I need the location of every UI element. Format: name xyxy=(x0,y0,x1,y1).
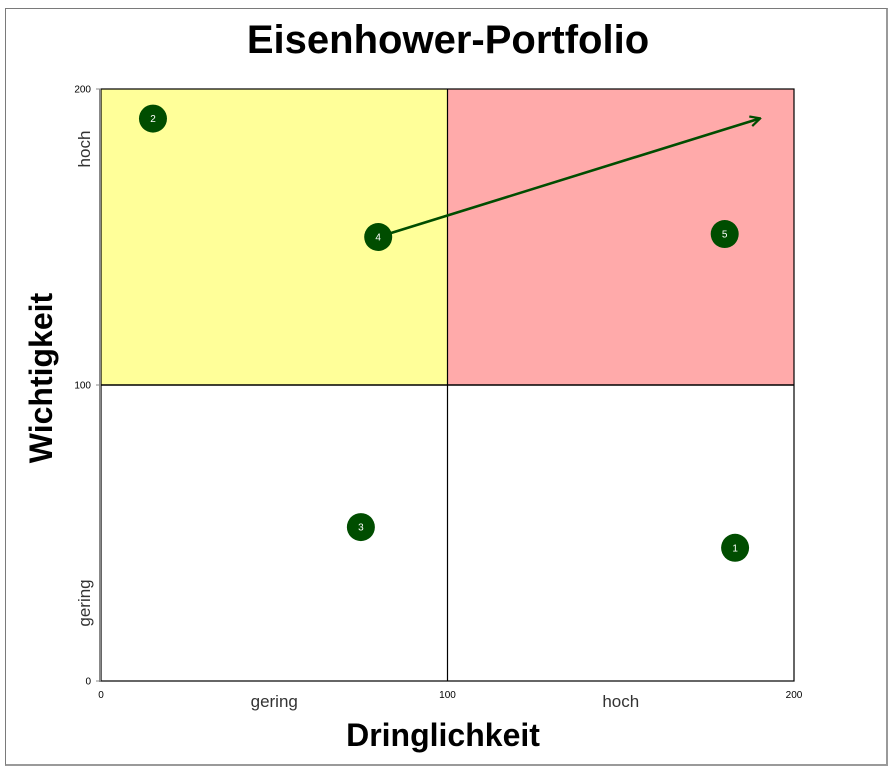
svg-text:2: 2 xyxy=(150,114,156,125)
quadrant-bottom-right xyxy=(447,385,794,681)
x-category-gering: gering xyxy=(251,692,298,711)
y-category-hoch: hoch xyxy=(75,131,94,168)
y-category-gering: gering xyxy=(75,579,94,626)
y-tick-label: 200 xyxy=(74,85,91,96)
x-tick-label: 200 xyxy=(786,690,803,701)
axes xyxy=(96,88,795,682)
data-point-5: 5 xyxy=(710,220,739,249)
data-point-1: 1 xyxy=(721,533,750,562)
data-point-2: 2 xyxy=(138,104,167,133)
x-category-hoch: hoch xyxy=(602,692,639,711)
data-points: 1 2 3 4 5 xyxy=(138,104,750,562)
svg-text:1: 1 xyxy=(732,543,738,554)
quadrant-top-right xyxy=(447,89,794,385)
y-tick-label: 0 xyxy=(85,677,91,688)
svg-text:3: 3 xyxy=(358,523,364,534)
y-tick-label: 100 xyxy=(74,381,91,392)
axis-labels: 0 100 200 0 100 200 gering hoch gering hoch Dringl… xyxy=(23,85,803,754)
x-axis-title: Dringlichkeit xyxy=(346,717,540,753)
quadrant-bottom-left xyxy=(101,385,448,681)
svg-text:5: 5 xyxy=(722,230,728,241)
data-point-3: 3 xyxy=(346,513,375,542)
data-point-4: 4 xyxy=(364,223,393,251)
quadrant-top-left xyxy=(101,89,448,385)
x-tick-label: 0 xyxy=(98,690,104,701)
trend-arrows xyxy=(377,119,759,239)
x-tick-label: 100 xyxy=(439,690,456,701)
chart-title: Eisenhower-Portfolio xyxy=(246,18,650,62)
trend-arrow xyxy=(377,119,759,239)
svg-text:4: 4 xyxy=(375,233,381,244)
y-axis-title: Wichtigkeit xyxy=(23,292,59,463)
